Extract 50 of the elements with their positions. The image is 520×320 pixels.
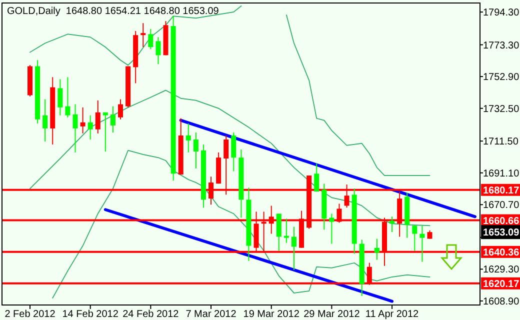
y-tick-label: 1752.90 (483, 72, 520, 84)
y-tick-label: 1691.10 (483, 168, 520, 180)
y-tick-label: 1773.30 (483, 40, 520, 52)
ref-line-label: 1620.17 (483, 278, 520, 290)
candlestick (118, 98, 124, 120)
candlestick (412, 225, 418, 252)
annotation: 1653.09 (483, 228, 520, 239)
candlestick (193, 132, 198, 169)
line-series (286, 14, 430, 176)
x-tick-label: 11 Apr 2012 (365, 309, 420, 320)
ref-line-label: 1660.66 (483, 216, 520, 227)
candlestick (276, 213, 282, 252)
candlestick (88, 114, 93, 140)
candlestick (156, 36, 161, 65)
x-tick-label: 7 Mar 2012 (186, 309, 237, 320)
candlestick (231, 132, 236, 172)
candlestick (110, 106, 116, 133)
y-tick-label: 1732.50 (483, 104, 520, 115)
candlestick (390, 216, 395, 233)
candlestick (80, 106, 86, 134)
x-tick-label: 19 Mar 2012 (243, 309, 300, 320)
ref-line-label: 1640.36 (483, 247, 520, 258)
candlestick (291, 226, 296, 270)
ref-line-label: 1680.17 (483, 185, 520, 196)
candlestick (102, 112, 108, 152)
candlestick (284, 218, 289, 244)
y-tick-label: 1794.30 (483, 8, 520, 19)
line-series (52, 150, 430, 298)
candlestick (65, 76, 70, 118)
y-tick-label: 1608.90 (483, 296, 520, 308)
candlestick (374, 238, 380, 260)
y-tick-label: 1629.30 (483, 264, 520, 276)
candlestick (314, 163, 320, 192)
x-tick-label: 14 Feb 2012 (62, 309, 119, 320)
x-tick-label: 29 Mar 2012 (304, 309, 360, 320)
candlestick (72, 104, 78, 153)
candlestick (186, 122, 191, 153)
candlestick (140, 22, 146, 48)
y-tick-label: 1711.50 (483, 136, 519, 148)
line-series (30, 90, 430, 226)
y-tick-label: 1670.70 (483, 200, 520, 212)
candlestick (148, 28, 154, 50)
candlestick (42, 98, 48, 142)
candlestick (329, 213, 334, 244)
chart-title: GOLD,Daily 1648.80 1654.21 1648.80 1653.09 (7, 6, 220, 17)
candlestick (95, 100, 100, 134)
candlestick (420, 225, 425, 262)
x-tick-label: 2 Feb 2012 (4, 309, 56, 320)
x-tick-label: 24 Feb 2012 (122, 309, 180, 320)
candlestick (58, 78, 63, 116)
